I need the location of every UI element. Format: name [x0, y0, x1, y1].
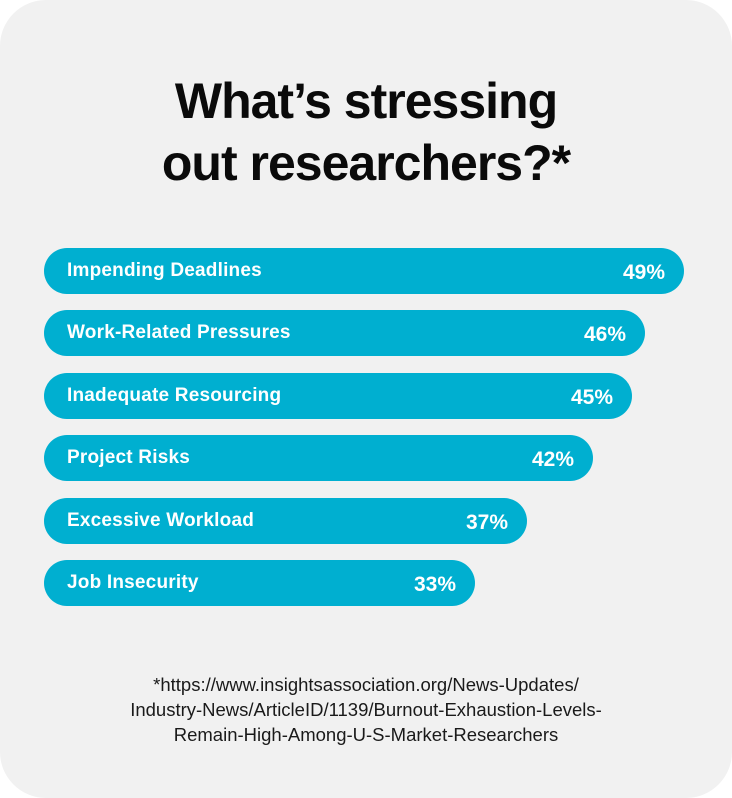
footnote-line-3: Remain-High-Among-U-S-Market-Researchers [173, 724, 559, 745]
bar: Inadequate Resourcing 45% [44, 373, 632, 419]
bar-category-label: Job Insecurity [67, 572, 199, 593]
bar: Work-Related Pressures 46% [44, 310, 645, 356]
chart-title-line-2: out researchers?* [161, 135, 571, 191]
bar-value-label: 45% [570, 386, 613, 409]
bar-category-label: Work-Related Pressures [67, 322, 291, 343]
bar-value-label: 42% [531, 448, 574, 471]
source-footnote: *https://www.insightsassociation.org/New… [0, 672, 732, 747]
bar-value-label: 37% [465, 511, 508, 534]
bar-category-label: Excessive Workload [67, 510, 255, 531]
bar-category-label: Impending Deadlines [67, 260, 262, 281]
bar-category-label: Inadequate Resourcing [67, 385, 282, 406]
footnote-line-2: Industry-News/ArticleID/1139/Burnout-Exh… [130, 699, 602, 720]
footnote-line-1: *https://www.insightsassociation.org/New… [153, 674, 579, 695]
bar: Job Insecurity 33% [44, 560, 475, 606]
bar: Project Risks 42% [44, 435, 593, 481]
bar-category-label: Project Risks [67, 447, 190, 468]
chart-title: What’s stressing out researchers?* [0, 70, 732, 194]
chart-title-line-1: What’s stressing [174, 73, 558, 129]
bar: Impending Deadlines 49% [44, 248, 684, 294]
bar: Excessive Workload 37% [44, 498, 527, 544]
bar-value-label: 33% [413, 573, 456, 596]
bar-value-label: 49% [622, 261, 665, 284]
bar-value-label: 46% [583, 323, 626, 346]
